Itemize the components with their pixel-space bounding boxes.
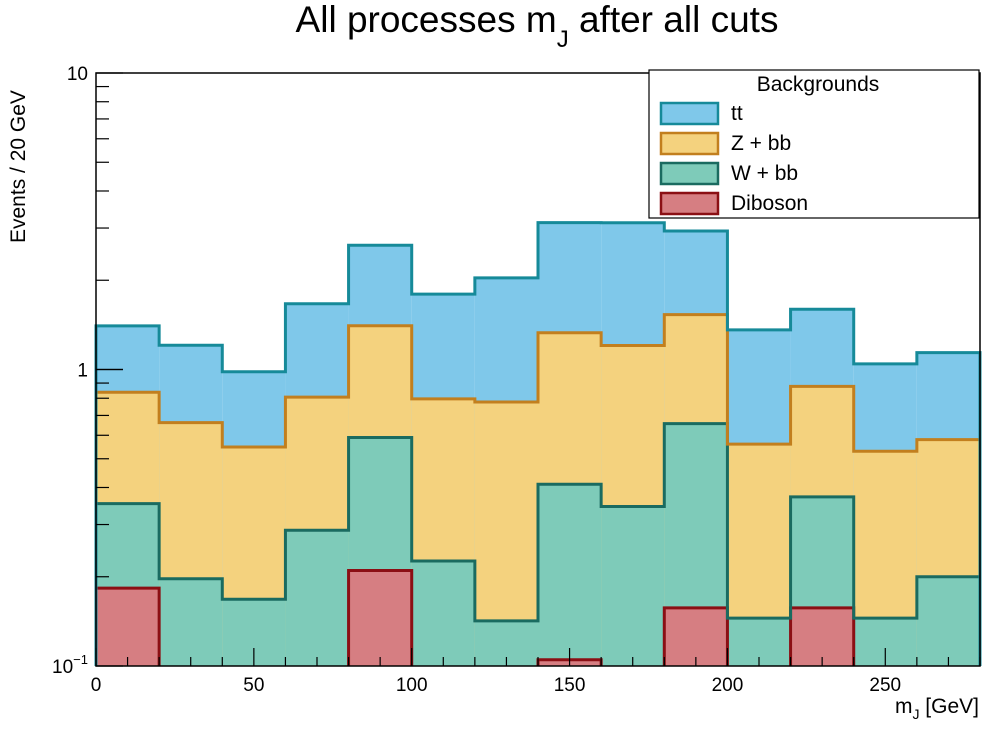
y-axis-label: Events / 20 GeV [7,90,30,243]
legend-label-tt: tt [731,102,743,125]
series-outline-tt [94,221,982,666]
x-tick-label: 200 [712,675,744,696]
x-tick-label: 0 [91,675,102,696]
bar-w-bb-bin-13 [916,576,980,666]
axis-tick-labels: 0 50 100 150 200 250 10 1 10−1 [52,64,901,696]
x-tick-label: 100 [396,675,428,696]
legend-swatch-w-bb [659,161,720,186]
legend-label-z-bb: Z + bb [731,132,791,155]
stacked-histogram-outlines [94,221,982,666]
series-outline-w-bb [94,422,982,666]
legend-swatch-diboson [659,191,720,216]
bar-diboson-bin-11 [790,607,854,666]
x-axis-label: mJ [GeV] [895,695,979,722]
legend: Backgrounds tt Z + bb W + bb Diboson [648,69,980,219]
legend-entries: tt Z + bb W + bb Diboson [659,101,808,216]
series-outline-z-bb [94,313,982,666]
bar-w-bb-bin-3 [285,530,349,666]
y-tick-label: 10−1 [52,652,88,678]
stacked-histogram-fills [96,222,980,667]
x-tick-label: 50 [243,675,264,696]
bar-diboson-bin-0 [96,588,160,666]
legend-swatch-z-bb [659,131,720,156]
legend-label-w-bb: W + bb [731,162,798,185]
bar-w-bb-bin-5 [411,561,475,666]
axis-ticks [95,72,981,667]
bar-w-bb-bin-8 [601,506,665,666]
legend-title: Backgrounds [757,73,880,96]
y-tick-label: 10 [67,64,88,85]
chart-title: All processes mJ after all cuts [296,0,779,53]
x-tick-label: 250 [869,675,901,696]
x-tick-label: 150 [554,675,586,696]
legend-swatch-tt [659,101,720,126]
bar-w-bb-bin-1 [159,578,223,666]
bar-diboson-bin-9 [664,607,728,666]
bar-diboson-bin-4 [348,570,412,666]
legend-label-diboson: Diboson [731,192,808,215]
bar-w-bb-bin-7 [538,484,602,666]
y-tick-label: 1 [77,361,88,382]
